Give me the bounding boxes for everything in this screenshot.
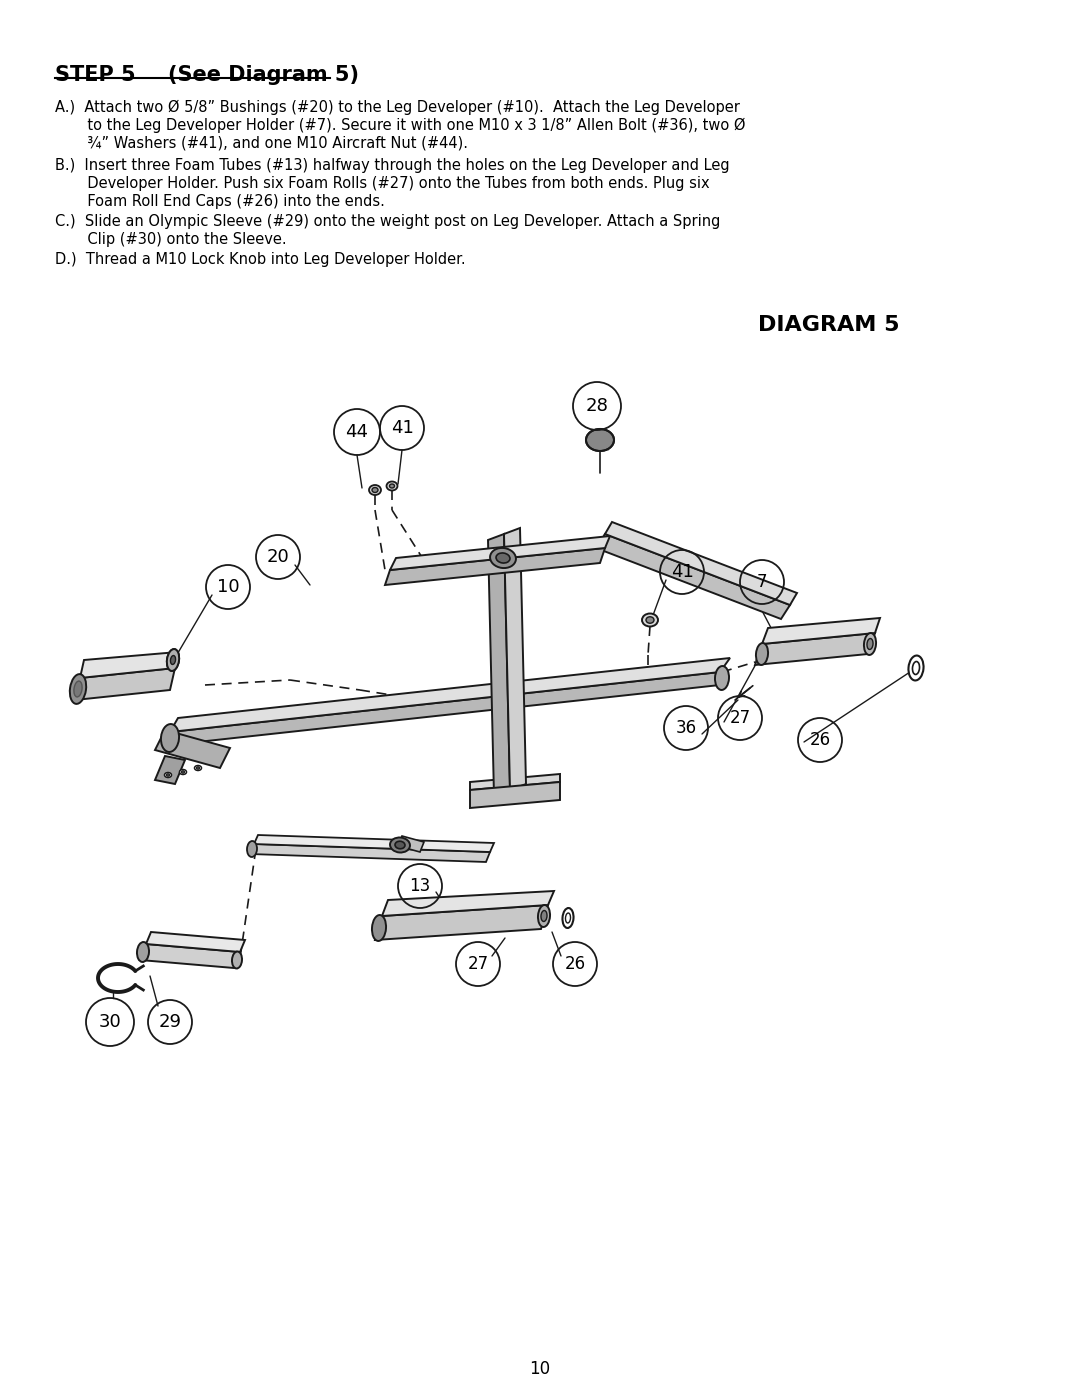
Ellipse shape bbox=[395, 841, 405, 849]
Ellipse shape bbox=[387, 482, 397, 490]
Ellipse shape bbox=[867, 638, 873, 650]
Ellipse shape bbox=[161, 724, 179, 752]
Ellipse shape bbox=[715, 666, 729, 690]
Text: 26: 26 bbox=[565, 956, 585, 972]
Polygon shape bbox=[470, 774, 561, 789]
Polygon shape bbox=[399, 835, 424, 852]
Text: DIAGRAM 5: DIAGRAM 5 bbox=[758, 314, 900, 335]
Ellipse shape bbox=[646, 616, 654, 623]
Polygon shape bbox=[375, 905, 548, 940]
Polygon shape bbox=[170, 672, 720, 745]
Text: ¾” Washers (#41), and one M10 Aircraft Nut (#44).: ¾” Washers (#41), and one M10 Aircraft N… bbox=[55, 136, 468, 151]
Ellipse shape bbox=[913, 662, 919, 675]
Polygon shape bbox=[80, 652, 178, 678]
Text: to the Leg Developer Holder (#7). Secure it with one M10 x 3 1/8” Allen Bolt (#3: to the Leg Developer Holder (#7). Secure… bbox=[55, 117, 745, 133]
Ellipse shape bbox=[390, 837, 410, 852]
Ellipse shape bbox=[166, 774, 170, 777]
Text: C.)  Slide an Olympic Sleeve (#29) onto the weight post on Leg Developer. Attach: C.) Slide an Olympic Sleeve (#29) onto t… bbox=[55, 214, 720, 229]
Text: 10: 10 bbox=[529, 1361, 551, 1377]
Polygon shape bbox=[156, 731, 230, 768]
Ellipse shape bbox=[247, 841, 257, 856]
Text: STEP 5: STEP 5 bbox=[55, 66, 136, 85]
Text: 10: 10 bbox=[217, 578, 240, 597]
Text: 27: 27 bbox=[729, 710, 751, 726]
Text: 28: 28 bbox=[585, 397, 608, 415]
Polygon shape bbox=[762, 617, 880, 644]
Ellipse shape bbox=[538, 905, 550, 928]
Ellipse shape bbox=[70, 675, 86, 704]
Ellipse shape bbox=[167, 650, 179, 671]
Ellipse shape bbox=[756, 643, 768, 665]
Ellipse shape bbox=[390, 483, 394, 488]
Ellipse shape bbox=[642, 613, 658, 626]
Ellipse shape bbox=[586, 429, 615, 451]
Text: A.)  Attach two Ø 5/8” Bushings (#20) to the Leg Developer (#10).  Attach the Le: A.) Attach two Ø 5/8” Bushings (#20) to … bbox=[55, 101, 740, 116]
Polygon shape bbox=[596, 534, 789, 619]
Ellipse shape bbox=[137, 942, 149, 963]
Text: 36: 36 bbox=[675, 719, 697, 738]
Polygon shape bbox=[504, 528, 526, 789]
Text: (See Diagram 5): (See Diagram 5) bbox=[168, 66, 359, 85]
Polygon shape bbox=[755, 633, 875, 665]
Text: 27: 27 bbox=[468, 956, 488, 972]
Polygon shape bbox=[390, 536, 610, 570]
Polygon shape bbox=[146, 932, 245, 951]
Ellipse shape bbox=[541, 911, 546, 922]
Ellipse shape bbox=[372, 915, 386, 942]
Polygon shape bbox=[382, 891, 554, 916]
Text: B.)  Insert three Foam Tubes (#13) halfway through the holes on the Leg Develope: B.) Insert three Foam Tubes (#13) halfwa… bbox=[55, 158, 730, 173]
Text: 7: 7 bbox=[757, 573, 767, 591]
Ellipse shape bbox=[908, 655, 923, 680]
Text: 13: 13 bbox=[409, 877, 431, 895]
Polygon shape bbox=[488, 534, 510, 796]
Polygon shape bbox=[140, 944, 240, 968]
Ellipse shape bbox=[73, 682, 82, 697]
Ellipse shape bbox=[496, 553, 510, 563]
Text: Developer Holder. Push six Foam Rolls (#27) onto the Tubes from both ends. Plug : Developer Holder. Push six Foam Rolls (#… bbox=[55, 176, 710, 191]
Text: 30: 30 bbox=[98, 1013, 121, 1031]
Polygon shape bbox=[254, 835, 494, 852]
Ellipse shape bbox=[197, 767, 200, 770]
Polygon shape bbox=[75, 668, 175, 700]
Ellipse shape bbox=[563, 908, 573, 928]
Ellipse shape bbox=[369, 485, 381, 495]
Text: 41: 41 bbox=[391, 419, 414, 437]
Ellipse shape bbox=[179, 770, 187, 774]
Ellipse shape bbox=[181, 771, 185, 774]
Polygon shape bbox=[156, 756, 185, 784]
Polygon shape bbox=[249, 844, 490, 862]
Ellipse shape bbox=[194, 766, 202, 771]
Ellipse shape bbox=[864, 633, 876, 655]
Text: 29: 29 bbox=[159, 1013, 181, 1031]
Polygon shape bbox=[470, 782, 561, 807]
Text: 44: 44 bbox=[346, 423, 368, 441]
Ellipse shape bbox=[490, 548, 516, 569]
Ellipse shape bbox=[171, 655, 176, 665]
Text: Foam Roll End Caps (#26) into the ends.: Foam Roll End Caps (#26) into the ends. bbox=[55, 194, 384, 210]
Polygon shape bbox=[605, 522, 797, 605]
Ellipse shape bbox=[164, 773, 172, 778]
Text: Clip (#30) onto the Sleeve.: Clip (#30) onto the Sleeve. bbox=[55, 232, 286, 247]
Ellipse shape bbox=[167, 650, 179, 671]
Text: 26: 26 bbox=[809, 731, 831, 749]
Ellipse shape bbox=[232, 951, 242, 968]
Polygon shape bbox=[170, 658, 730, 732]
Text: 20: 20 bbox=[267, 548, 289, 566]
Polygon shape bbox=[384, 548, 605, 585]
Text: 41: 41 bbox=[671, 563, 693, 581]
Ellipse shape bbox=[372, 488, 378, 493]
Ellipse shape bbox=[566, 914, 570, 923]
Text: D.)  Thread a M10 Lock Knob into Leg Developer Holder.: D.) Thread a M10 Lock Knob into Leg Deve… bbox=[55, 251, 465, 267]
